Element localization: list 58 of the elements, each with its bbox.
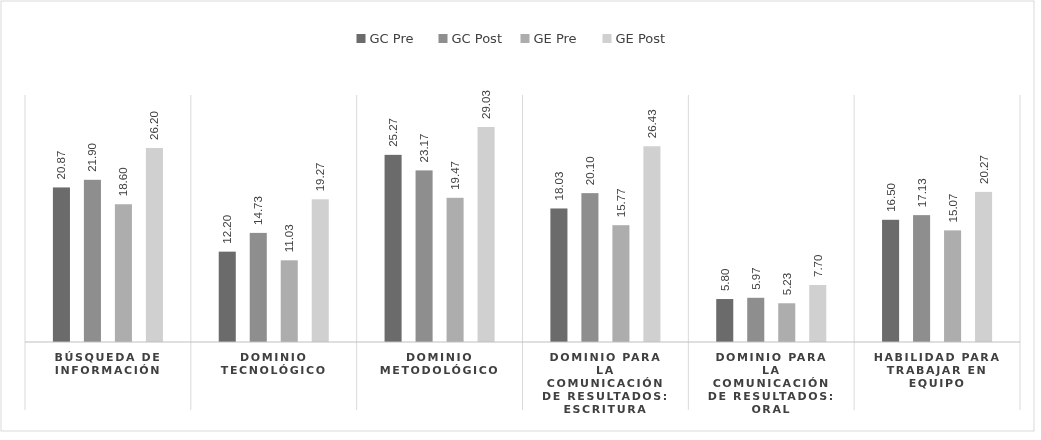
data-label: 14.73 [252, 196, 265, 225]
data-label: 19.47 [449, 161, 462, 190]
data-label: 23.17 [418, 133, 431, 163]
bar [280, 260, 298, 342]
bar [643, 146, 661, 342]
data-label: 16.50 [884, 183, 897, 212]
bar [913, 215, 931, 342]
bar [716, 299, 734, 342]
x-tick-label: BÚSQUEDA DE INFORMACIÓN [54, 351, 162, 377]
data-label: 12.20 [221, 214, 234, 244]
data-label: 26.20 [148, 111, 161, 140]
bar [52, 187, 70, 342]
legend-label: GE Pre [533, 31, 577, 46]
data-label: 20.87 [55, 150, 68, 180]
bar [809, 284, 827, 342]
data-label: 5.97 [749, 267, 762, 290]
legend-label: GE Post [615, 31, 666, 46]
bar [114, 204, 132, 342]
bar [550, 208, 568, 342]
data-label: 20.27 [977, 155, 990, 184]
bar [778, 303, 796, 342]
data-label: 5.23 [780, 272, 793, 296]
data-label: 26.43 [645, 109, 658, 139]
bar [83, 179, 101, 342]
bar [612, 225, 630, 342]
bar [446, 197, 464, 342]
bar [145, 147, 163, 342]
data-label: 17.13 [915, 178, 928, 208]
data-label: 25.27 [387, 118, 400, 147]
data-label: 11.03 [283, 224, 296, 253]
legend-label: GC Post [451, 31, 502, 46]
data-label: 15.07 [946, 193, 959, 223]
x-tick-label: DOMINIO METODOLÓGICO [379, 351, 500, 377]
data-label: 15.77 [614, 188, 627, 218]
data-label: 18.03 [552, 171, 565, 201]
x-tick-label: HABILIDAD PARA TRABAJAR EN EQUIPO [873, 351, 1001, 390]
data-label: 5.80 [718, 268, 731, 292]
bar [249, 232, 267, 342]
bar [218, 251, 236, 342]
bar [581, 193, 599, 342]
bar [747, 297, 765, 342]
bar [975, 191, 993, 342]
bar [882, 219, 900, 342]
x-tick-label: DOMINIO TECNOLÓGICO [220, 351, 327, 377]
data-label: 19.27 [314, 162, 327, 192]
x-tick-label: DOMINIO PARA LA COMUNICACIÓN DE RESULTADOS: ORAL [707, 351, 835, 416]
legend-label: GC Pre [369, 31, 414, 46]
data-label: 18.60 [117, 167, 130, 197]
bar [311, 199, 329, 342]
x-tick-label: DOMINIO PARA LA COMUNICACIÓN DE RESULTADOS: ESCRITURA [541, 351, 669, 416]
data-label: 7.70 [811, 254, 824, 277]
data-label: 29.03 [480, 90, 493, 119]
data-label: 20.10 [583, 156, 596, 186]
bar [384, 154, 402, 342]
data-label: 21.90 [86, 143, 99, 172]
bar [477, 127, 495, 342]
bar [415, 170, 433, 342]
bar [944, 230, 962, 342]
